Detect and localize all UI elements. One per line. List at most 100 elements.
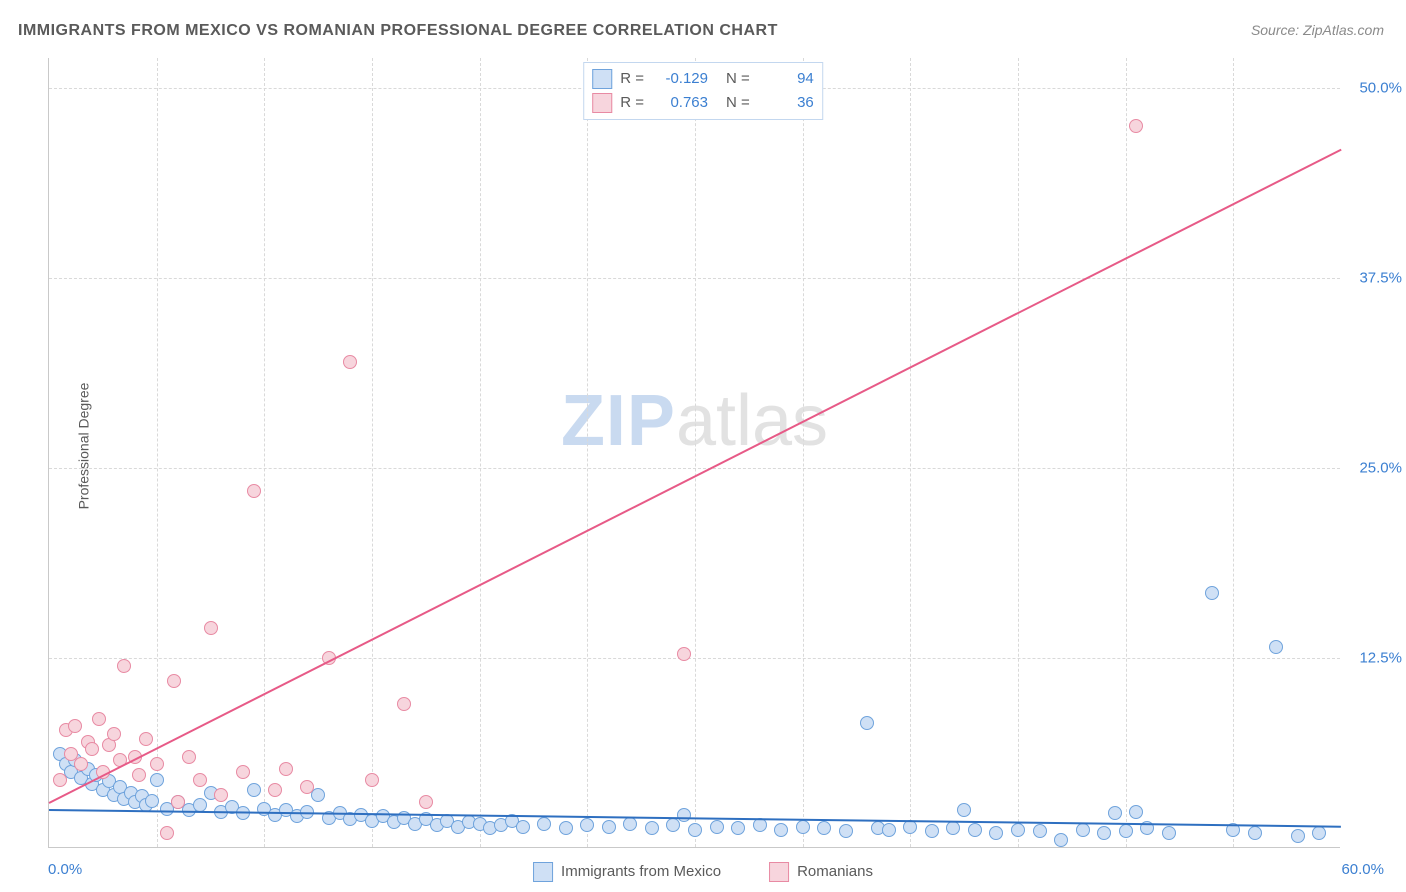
gridline-vertical — [480, 58, 481, 847]
scatter-point — [989, 826, 1003, 840]
scatter-point — [688, 823, 702, 837]
scatter-point — [957, 803, 971, 817]
scatter-point — [268, 783, 282, 797]
scatter-point — [68, 719, 82, 733]
scatter-point — [204, 621, 218, 635]
scatter-point — [731, 821, 745, 835]
scatter-point — [710, 820, 724, 834]
scatter-point — [92, 712, 106, 726]
scatter-point — [516, 820, 530, 834]
scatter-point — [117, 659, 131, 673]
scatter-point — [645, 821, 659, 835]
gridline-vertical — [587, 58, 588, 847]
legend-n-value: 94 — [758, 67, 814, 91]
scatter-point — [1011, 823, 1025, 837]
legend-r-label: R = — [620, 67, 644, 91]
legend-label: Romanians — [797, 863, 873, 880]
legend-r-value: -0.129 — [652, 67, 708, 91]
legend-n-label: N = — [726, 91, 750, 115]
scatter-point — [107, 727, 121, 741]
scatter-point — [53, 773, 67, 787]
gridline-vertical — [695, 58, 696, 847]
scatter-point — [236, 765, 250, 779]
gridline-vertical — [1126, 58, 1127, 847]
scatter-point — [1076, 823, 1090, 837]
scatter-point — [537, 817, 551, 831]
legend-r-label: R = — [620, 91, 644, 115]
legend-row: R = 0.763 N = 36 — [592, 91, 814, 115]
scatter-plot-area: ZIPatlas 12.5%25.0%37.5%50.0% — [48, 58, 1340, 848]
scatter-point — [666, 818, 680, 832]
legend-item: Romanians — [769, 862, 873, 882]
scatter-point — [860, 716, 874, 730]
scatter-point — [1162, 826, 1176, 840]
scatter-point — [160, 826, 174, 840]
scatter-point — [1129, 805, 1143, 819]
scatter-point — [1248, 826, 1262, 840]
legend-n-value: 36 — [758, 91, 814, 115]
scatter-point — [1129, 119, 1143, 133]
legend-item: Immigrants from Mexico — [533, 862, 721, 882]
scatter-point — [150, 773, 164, 787]
scatter-point — [419, 795, 433, 809]
legend-n-label: N = — [726, 67, 750, 91]
scatter-point — [1291, 829, 1305, 843]
scatter-point — [193, 773, 207, 787]
correlation-legend: R = -0.129 N = 94 R = 0.763 N = 36 — [583, 62, 823, 120]
scatter-point — [365, 773, 379, 787]
source-attribution: Source: ZipAtlas.com — [1251, 22, 1384, 38]
legend-swatch — [769, 862, 789, 882]
scatter-point — [343, 355, 357, 369]
scatter-point — [300, 780, 314, 794]
gridline-vertical — [157, 58, 158, 847]
scatter-point — [817, 821, 831, 835]
x-axis-min-label: 0.0% — [48, 861, 82, 878]
chart-title: IMMIGRANTS FROM MEXICO VS ROMANIAN PROFE… — [18, 22, 778, 40]
x-axis-max-label: 60.0% — [1341, 861, 1384, 878]
scatter-point — [182, 750, 196, 764]
scatter-point — [839, 824, 853, 838]
gridline-vertical — [803, 58, 804, 847]
scatter-point — [74, 757, 88, 771]
scatter-point — [171, 795, 185, 809]
scatter-point — [132, 768, 146, 782]
scatter-point — [882, 823, 896, 837]
scatter-point — [753, 818, 767, 832]
scatter-point — [1269, 640, 1283, 654]
legend-swatch — [592, 69, 612, 89]
scatter-point — [139, 732, 153, 746]
scatter-point — [1054, 833, 1068, 847]
y-tick-label: 50.0% — [1347, 80, 1402, 97]
scatter-point — [1119, 824, 1133, 838]
scatter-point — [150, 757, 164, 771]
scatter-point — [1108, 806, 1122, 820]
gridline-vertical — [264, 58, 265, 847]
legend-swatch — [592, 93, 612, 113]
scatter-point — [796, 820, 810, 834]
scatter-point — [677, 647, 691, 661]
gridline-vertical — [372, 58, 373, 847]
legend-row: R = -0.129 N = 94 — [592, 67, 814, 91]
scatter-point — [968, 823, 982, 837]
scatter-point — [279, 762, 293, 776]
gridline-vertical — [1018, 58, 1019, 847]
watermark-zip: ZIP — [561, 381, 676, 461]
scatter-point — [85, 742, 99, 756]
scatter-point — [925, 824, 939, 838]
legend-label: Immigrants from Mexico — [561, 863, 721, 880]
y-tick-label: 25.0% — [1347, 460, 1402, 477]
gridline-vertical — [910, 58, 911, 847]
scatter-point — [623, 817, 637, 831]
y-tick-label: 12.5% — [1347, 650, 1402, 667]
legend-swatch — [533, 862, 553, 882]
scatter-point — [397, 697, 411, 711]
scatter-point — [580, 818, 594, 832]
scatter-point — [602, 820, 616, 834]
series-legend: Immigrants from Mexico Romanians — [533, 862, 873, 882]
scatter-point — [677, 808, 691, 822]
scatter-point — [946, 821, 960, 835]
legend-r-value: 0.763 — [652, 91, 708, 115]
gridline-vertical — [1233, 58, 1234, 847]
scatter-point — [1205, 586, 1219, 600]
scatter-point — [214, 788, 228, 802]
